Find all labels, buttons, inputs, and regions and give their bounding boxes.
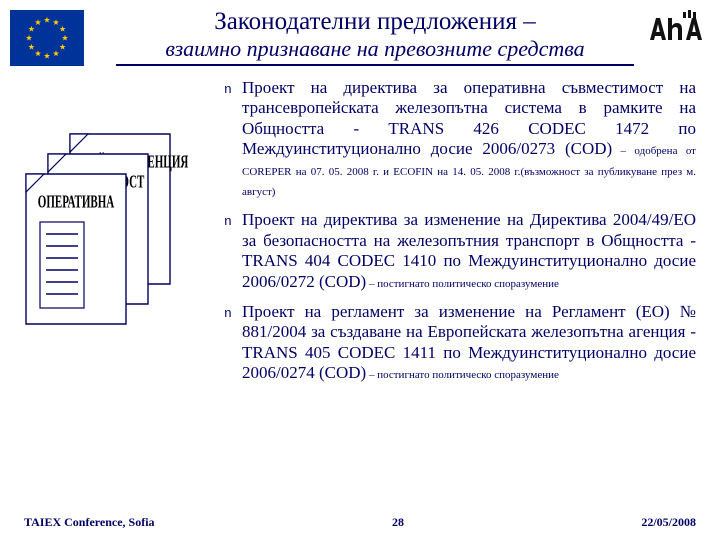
- bullet-note: – постигнато политическо споразумение: [366, 278, 559, 290]
- page-title: Законодателни предложения –: [116, 8, 634, 36]
- bullet-note: – постигнато политическо споразумение: [366, 369, 559, 381]
- bullet-text: Проект на регламент за изменение на Регл…: [242, 302, 696, 384]
- footer-left: TAIEX Conference, Sofia: [24, 515, 155, 530]
- svg-text:ОПЕРАТИВНА: ОПЕРАТИВНА: [38, 193, 115, 212]
- bullet-item: nПроект на директива за оперативна съвме…: [224, 78, 696, 200]
- footer: TAIEX Conference, Sofia 28 22/05/2008: [0, 515, 720, 530]
- bullet-item: nПроект на директива за изменение на Дир…: [224, 210, 696, 292]
- bullet-list: nПроект на директива за оперативна съвме…: [224, 78, 696, 383]
- document-stack-illustration: ЕВРОПЕЙСКА АГЕНЦИЯБЕЗОПАСТНОСТОПЕРАТИВНА: [18, 128, 190, 343]
- bullet-text: Проект на директива за изменение на Дире…: [242, 210, 696, 292]
- page-subtitle: взаимно признаване на превозните средств…: [116, 36, 634, 62]
- bullet-marker: n: [224, 302, 242, 384]
- bullet-item: nПроект на регламент за изменение на Рег…: [224, 302, 696, 384]
- bullet-marker: n: [224, 78, 242, 200]
- content: ЕВРОПЕЙСКА АГЕНЦИЯБЕЗОПАСТНОСТОПЕРАТИВНА…: [0, 70, 720, 383]
- bullet-marker: n: [224, 210, 242, 292]
- eu-flag: [10, 10, 84, 66]
- title-block: Законодателни предложения – взаимно приз…: [116, 8, 634, 66]
- bullet-text: Проект на директива за оперативна съвмес…: [242, 78, 696, 200]
- right-logo: [646, 10, 704, 48]
- page-number: 28: [155, 515, 642, 530]
- header: Законодателни предложения – взаимно приз…: [0, 0, 720, 70]
- footer-right: 22/05/2008: [641, 515, 696, 530]
